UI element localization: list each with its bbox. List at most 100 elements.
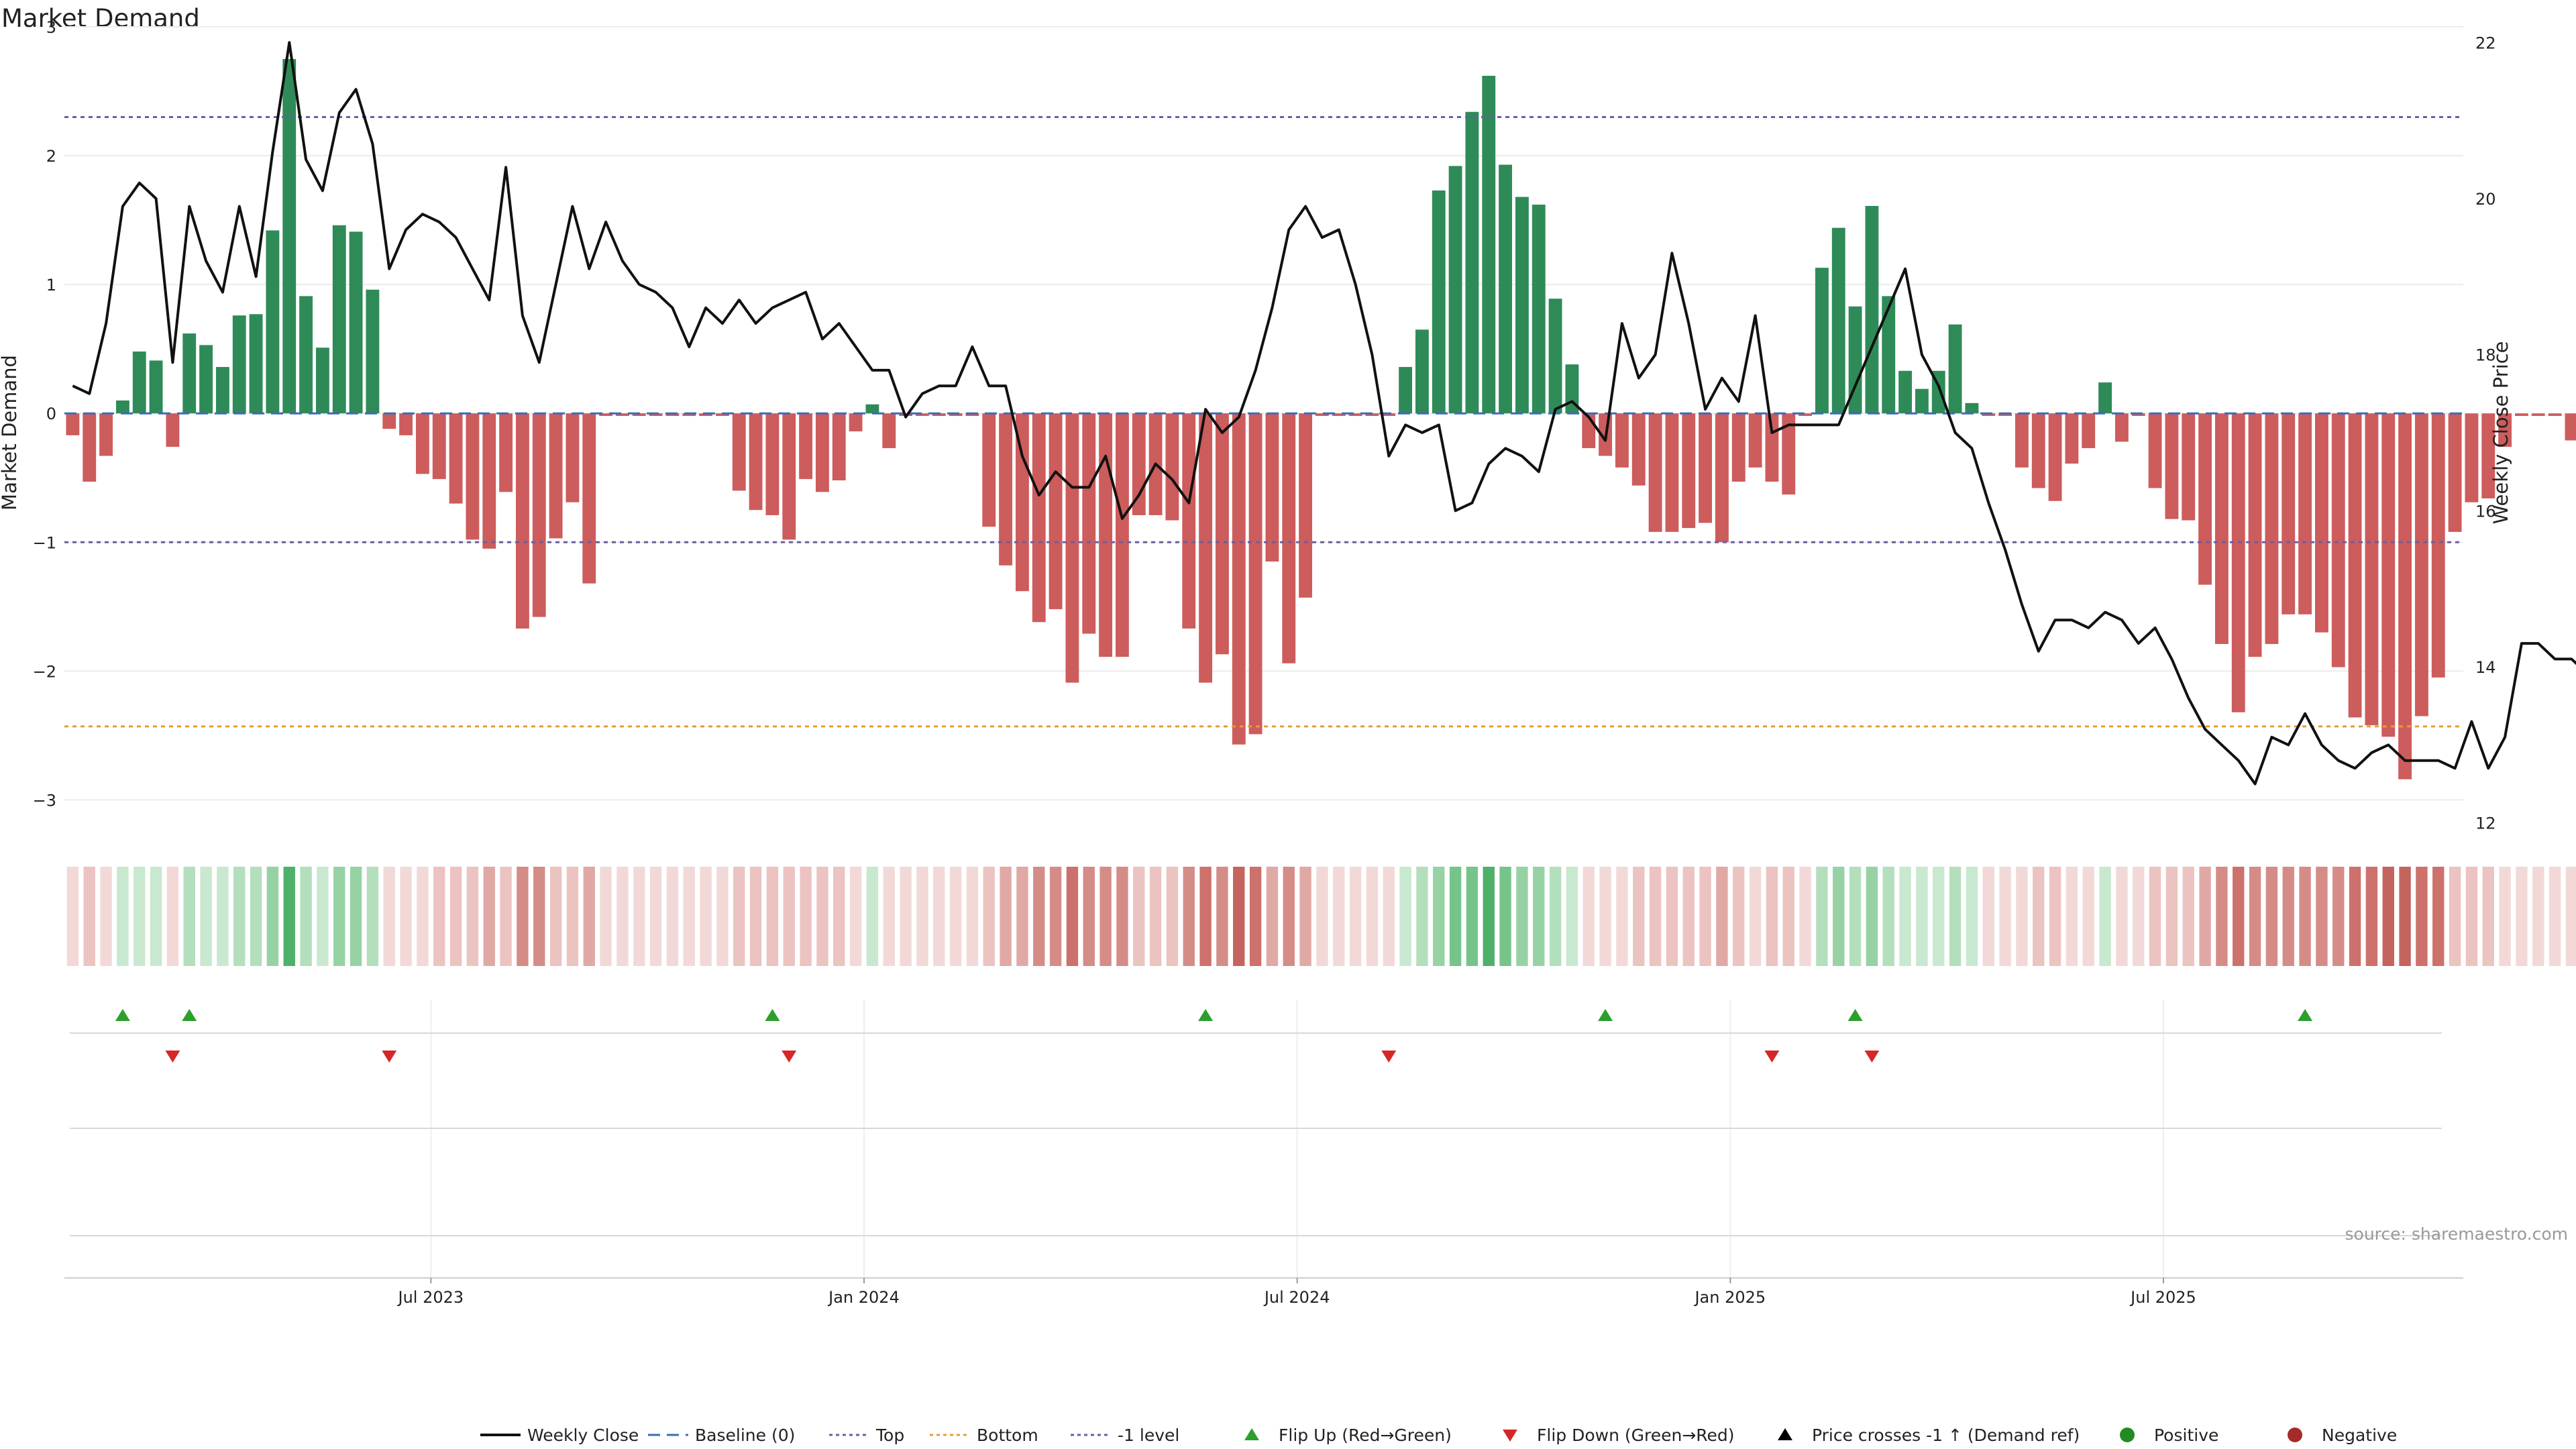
demand-bar [2015, 413, 2029, 468]
demand-bar [1082, 413, 1096, 634]
source-label: source: sharemaestro.com [2345, 1224, 2569, 1244]
heat-cell [1366, 867, 1379, 966]
heat-cell [849, 867, 862, 966]
demand-bar [466, 413, 480, 540]
demand-bar [1748, 413, 1762, 468]
legend-item-bottom: Bottom [930, 1426, 1038, 1445]
heat-cell [2216, 867, 2228, 966]
heat-cell [916, 867, 928, 966]
demand-bar [1699, 413, 1713, 523]
heat-cell [1766, 867, 1778, 966]
demand-bar [965, 413, 979, 417]
heat-cell [1516, 867, 1528, 966]
heat-cell [1633, 867, 1645, 966]
heat-cell [1549, 867, 1562, 966]
heat-cell [1616, 867, 1628, 966]
demand-bar [1465, 111, 1479, 414]
demand-bar [1565, 364, 1579, 414]
heat-cell [2399, 867, 2411, 966]
legend-label: Weekly Close [527, 1426, 639, 1445]
demand-bar [1882, 296, 1896, 414]
heat-cell [1399, 867, 1411, 966]
demand-bar [2231, 413, 2245, 712]
demand-bar [1165, 413, 1179, 521]
demand-bar [1099, 413, 1113, 657]
demand-bar [1799, 413, 1813, 417]
heat-cell [2449, 867, 2461, 966]
heat-cell [1383, 867, 1395, 966]
demand-bar [999, 413, 1013, 566]
demand-bar [2048, 413, 2062, 501]
heat-cell [1782, 867, 1794, 966]
heat-cell [2482, 867, 2494, 966]
flip-down-marker [1381, 1051, 1397, 1063]
demand-bar [332, 225, 346, 414]
heat-cell [166, 867, 179, 966]
demand-bar [366, 289, 380, 414]
demand-bar [2414, 413, 2428, 716]
demand-bar [2314, 413, 2328, 633]
legend-label: Price crosses -1 ↑ (Demand ref) [1812, 1426, 2080, 1445]
demand-bar [1865, 205, 1879, 414]
heat-cell [2365, 867, 2378, 966]
heat-cell [1133, 867, 1145, 966]
heat-cell [1682, 867, 1695, 966]
demand-bar [1982, 413, 1996, 417]
heat-cell [2465, 867, 2478, 966]
demand-bar [2431, 413, 2445, 678]
heat-cell [1000, 867, 1012, 966]
left-tick-label: −2 [33, 662, 56, 681]
flip-up-marker [2298, 1009, 2313, 1021]
heat-cell [1533, 867, 1545, 966]
legend-item-top: Top [829, 1426, 904, 1445]
heat-cell [133, 867, 146, 966]
heat-cell [1099, 867, 1112, 966]
demand-bar [132, 352, 146, 414]
heat-cell [2265, 867, 2278, 966]
heat-cell [1283, 867, 1295, 966]
price-line-layer [72, 41, 2576, 786]
flip-down-marker [782, 1051, 797, 1063]
legend-label: Bottom [977, 1426, 1038, 1445]
heat-cell [1649, 867, 1662, 966]
heat-cell [1033, 867, 1045, 966]
demand-bar [266, 230, 280, 414]
heat-cell [2049, 867, 2061, 966]
demand-bar [2548, 413, 2562, 417]
demand-bar [249, 314, 263, 414]
demand-bar [2348, 413, 2362, 718]
demand-bar [815, 413, 829, 492]
demand-bar [1248, 413, 1263, 735]
demand-bar [1049, 413, 1063, 610]
heat-cell [466, 867, 479, 966]
heat-cell [300, 867, 312, 966]
demand-bar [699, 413, 713, 417]
flip-up-marker [182, 1009, 197, 1021]
demand-bar [1998, 413, 2012, 417]
heat-cell [1849, 867, 1862, 966]
demand-bar [2148, 413, 2162, 488]
left-tick-label: 1 [46, 276, 56, 294]
chart-title: Market Demand [1, 4, 200, 33]
demand-bar [482, 413, 496, 549]
heat-cell [2548, 867, 2561, 966]
demand-bar [832, 413, 846, 481]
demand-bar [2331, 413, 2345, 667]
demand-bar [299, 296, 313, 414]
demand-bar [1399, 367, 1413, 414]
demand-bar [2114, 413, 2129, 442]
heat-cell [766, 867, 779, 966]
heat-cell [183, 867, 195, 966]
demand-bar [1631, 413, 1646, 486]
heat-cell [1999, 867, 2011, 966]
heat-cell [2332, 867, 2345, 966]
demand-bar [1615, 413, 1629, 468]
right-tick-label: 12 [2475, 814, 2496, 833]
heat-cell [783, 867, 795, 966]
heat-cell [2182, 867, 2194, 966]
demand-bar [1065, 413, 1079, 683]
heat-cell [1799, 867, 1811, 966]
heat-cell [1966, 867, 1978, 966]
demand-bar [1299, 413, 1313, 598]
